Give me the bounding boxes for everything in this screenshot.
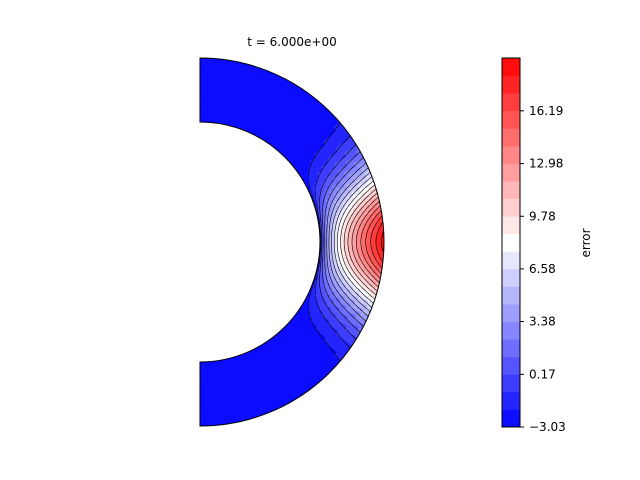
colorbar-segment <box>502 128 520 147</box>
colorbar-segment <box>502 374 520 393</box>
colorbar-segment <box>502 304 520 322</box>
colorbar-segment <box>502 198 520 217</box>
colorbar-segment <box>502 181 520 199</box>
chart-title: t = 6.000e+00 <box>247 35 336 49</box>
colorbar-segment <box>502 251 520 270</box>
colorbar-tick-label: −3.03 <box>529 420 566 434</box>
colorbar-ticks: −3.03 0.17 3.38 6.58 9.78 12.98 16.19 <box>520 104 566 434</box>
colorbar-segment <box>502 75 520 94</box>
colorbar-segment <box>502 356 520 375</box>
colorbar-segment <box>502 216 520 235</box>
colorbar-tick-label: 3.38 <box>529 315 556 329</box>
colorbar-segment <box>502 268 520 287</box>
colorbar-tick-label: 9.78 <box>529 209 556 223</box>
colorbar-segment <box>502 163 520 182</box>
colorbar-segment <box>502 409 520 428</box>
colorbar-segment <box>502 110 520 129</box>
colorbar-tick-label: 0.17 <box>529 367 556 381</box>
colorbar-segment <box>502 339 520 358</box>
colorbar-segment <box>502 93 520 112</box>
colorbar-segment <box>502 233 520 252</box>
contour-plot <box>199 57 385 427</box>
colorbar-segments <box>502 58 520 428</box>
colorbar-segment <box>502 145 520 164</box>
colorbar-tick-label: 16.19 <box>529 104 563 118</box>
colorbar-tick-label: 12.98 <box>529 157 563 171</box>
colorbar-segment <box>502 286 520 305</box>
colorbar: −3.03 0.17 3.38 6.58 9.78 12.98 16.19 error <box>501 57 593 434</box>
colorbar-tick-label: 6.58 <box>529 262 556 276</box>
colorbar-segment <box>502 321 520 340</box>
colorbar-label: error <box>579 228 593 257</box>
colorbar-segment <box>502 58 520 76</box>
colorbar-segment <box>502 391 520 410</box>
